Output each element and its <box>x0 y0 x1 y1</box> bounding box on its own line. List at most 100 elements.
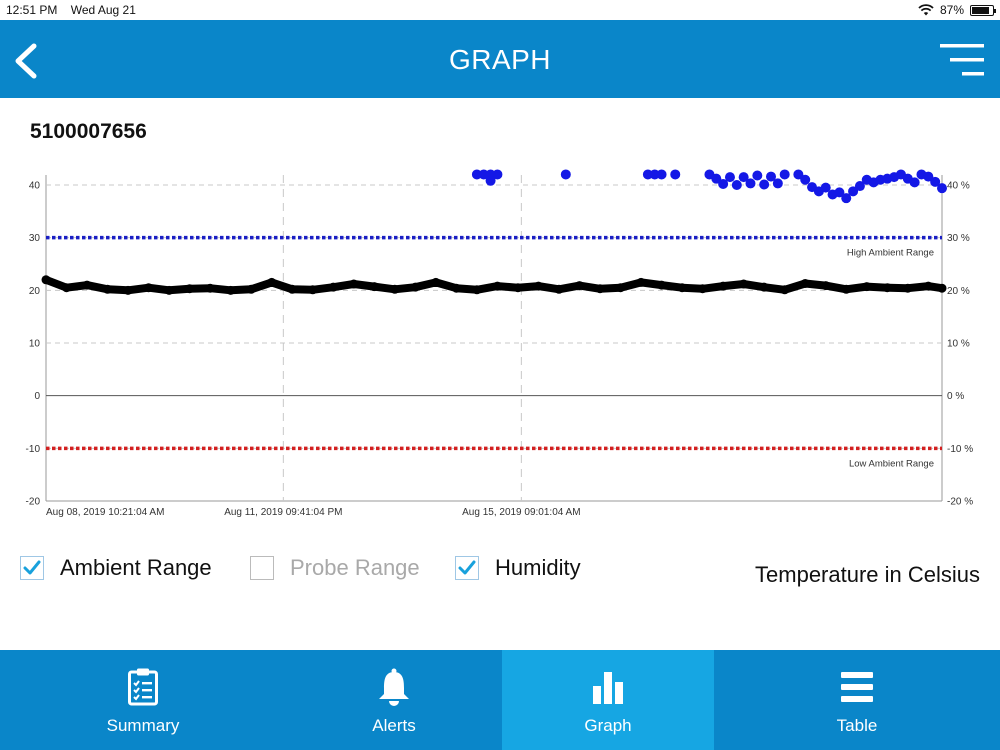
temperature-point <box>698 284 708 294</box>
back-button[interactable] <box>10 40 46 80</box>
humidity-point <box>779 169 790 180</box>
tab-alerts[interactable]: Alerts <box>286 650 502 750</box>
temperature-point <box>451 283 461 293</box>
humidity-point <box>834 187 845 198</box>
device-id: 5100007656 <box>30 120 147 143</box>
temperature-point <box>103 284 113 294</box>
temperature-point <box>82 280 92 290</box>
y2-tick-label: 20 % <box>947 286 970 297</box>
humidity-point <box>478 169 489 180</box>
temperature-point <box>123 285 133 295</box>
tab-bar: Summary Alerts Graph Table <box>0 650 1000 750</box>
tab-alerts-label: Alerts <box>372 716 416 735</box>
y-tick-label: 40 <box>29 181 41 192</box>
status-date: Wed Aug 21 <box>70 3 136 17</box>
probe-range-checkbox[interactable] <box>250 556 274 580</box>
chart-options: Ambient Range Probe Range Humidity <box>0 555 1000 591</box>
humidity-point <box>745 178 756 189</box>
temperature-point <box>800 278 810 288</box>
temperature-point <box>492 281 502 291</box>
humidity-point <box>848 186 859 197</box>
temperature-point <box>759 282 769 292</box>
temperature-point <box>62 283 72 293</box>
temperature-point <box>308 285 318 295</box>
humidity-point <box>731 180 742 190</box>
checkmark-icon <box>458 560 476 575</box>
y2-tick-label: 40 % <box>947 181 970 192</box>
chevron-left-icon <box>15 43 37 79</box>
battery-percent: 87% <box>939 3 964 17</box>
temperature-point <box>657 280 667 290</box>
probe-range-toggle[interactable]: Probe Range <box>250 555 420 581</box>
temperature-point <box>205 283 215 293</box>
y2-tick-label: 0 % <box>947 391 964 402</box>
temperature-point <box>164 285 174 295</box>
tab-table[interactable]: Table <box>714 650 1000 750</box>
tab-summary-label: Summary <box>106 716 180 735</box>
temperature-point <box>903 283 913 293</box>
temperature-point <box>780 285 790 295</box>
tab-table-label: Table <box>836 716 878 735</box>
probe-range-label: Probe Range <box>290 555 420 580</box>
humidity-toggle[interactable]: Humidity <box>455 555 581 581</box>
humidity-label: Humidity <box>495 555 581 580</box>
humidity-point <box>492 169 503 180</box>
y2-tick-label: -20 % <box>947 497 973 508</box>
y2-tick-label: -10 % <box>947 444 973 455</box>
tab-summary[interactable]: Summary <box>0 650 286 750</box>
humidity-point <box>752 170 763 181</box>
y-tick-label: 10 <box>29 339 41 350</box>
temperature-point <box>882 283 892 293</box>
humidity-point <box>560 169 571 180</box>
temperature-point <box>267 277 277 287</box>
high-range-label: High Ambient Range <box>847 248 934 259</box>
temperature-point <box>41 275 51 285</box>
bar-chart-icon <box>593 672 623 704</box>
ambient-range-toggle[interactable]: Ambient Range <box>20 555 212 581</box>
battery-icon <box>970 4 996 16</box>
temperature-point <box>513 283 523 293</box>
temperature-point <box>739 279 749 289</box>
humidity-checkbox[interactable] <box>455 556 479 580</box>
list-icon <box>841 672 873 702</box>
y-tick-label: -10 <box>26 444 41 455</box>
temperature-point <box>923 281 933 291</box>
humidity-point <box>724 172 735 183</box>
clipboard-checklist-icon <box>128 668 158 706</box>
hamburger-menu-icon <box>940 44 984 76</box>
temperature-point <box>841 284 851 294</box>
humidity-point <box>759 179 770 190</box>
bell-icon <box>379 668 409 706</box>
y-tick-label: 20 <box>29 286 41 297</box>
tab-graph[interactable]: Graph <box>502 650 714 750</box>
tab-graph-label: Graph <box>584 716 632 735</box>
low-range-label: Low Ambient Range <box>849 458 934 469</box>
humidity-point <box>772 178 783 189</box>
y-tick-label: -20 <box>26 497 41 508</box>
humidity-point <box>800 174 811 185</box>
humidity-point <box>820 182 831 193</box>
temperature-point <box>472 285 482 295</box>
temperature-point <box>718 281 728 291</box>
temperature-point <box>554 284 564 294</box>
temperature-point <box>862 282 872 292</box>
status-time: 12:51 PM <box>6 3 58 17</box>
temperature-point <box>821 281 831 291</box>
y2-tick-label: 10 % <box>947 339 970 350</box>
sensor-chart: -20 -20 % -10 -10 % 0 0 % 10 10 % 20 20 % 30 30 % 40… <box>26 169 973 518</box>
humidity-point <box>923 171 934 182</box>
temperature-point <box>616 283 626 293</box>
ambient-range-checkbox[interactable] <box>20 556 44 580</box>
temperature-point <box>390 284 400 294</box>
temperature-point <box>677 283 687 293</box>
menu-button[interactable] <box>940 42 984 78</box>
x-tick-label: Aug 08, 2019 10:21:04 AM <box>46 507 164 518</box>
humidity-point <box>909 177 920 188</box>
humidity-point <box>841 193 852 204</box>
x-tick-label: Aug 15, 2019 09:01:04 AM <box>462 507 580 518</box>
humidity-point <box>485 175 496 186</box>
humidity-point <box>738 172 749 183</box>
temperature-point <box>410 282 420 292</box>
humidity-point <box>649 169 660 180</box>
page-title: GRAPH <box>448 44 552 75</box>
